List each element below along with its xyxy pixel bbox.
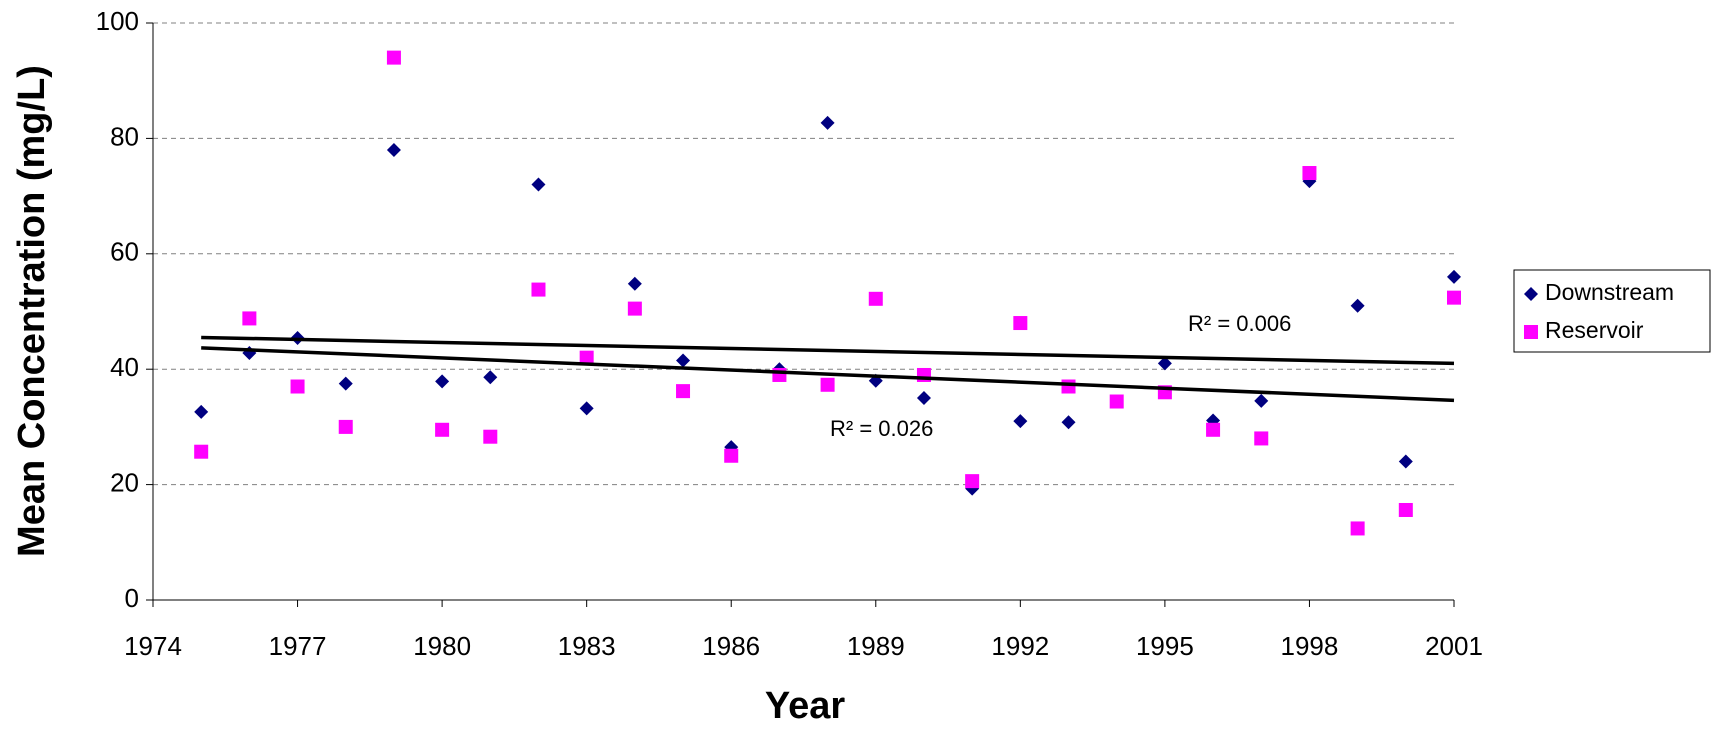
point [194, 404, 209, 419]
point [1350, 521, 1365, 536]
point [965, 474, 980, 489]
point [290, 379, 305, 394]
point [1302, 166, 1317, 181]
point [1061, 415, 1076, 430]
legend-marker [1524, 325, 1538, 339]
point [1109, 394, 1124, 409]
point [1254, 393, 1269, 408]
point [627, 301, 642, 316]
point [676, 384, 691, 399]
x-tick-label: 1974 [124, 631, 182, 661]
point [627, 276, 642, 291]
x-axis-title: Year [765, 685, 846, 727]
x-tick-label: 1983 [558, 631, 616, 661]
y-tick-label: 60 [110, 237, 139, 267]
trendline-label: R² = 0.006 [1188, 311, 1291, 336]
legend-marker [1524, 287, 1538, 301]
point [435, 422, 450, 437]
trendline [201, 346, 1455, 403]
point [338, 376, 353, 391]
point [1157, 356, 1172, 371]
point [676, 353, 691, 368]
point [1013, 414, 1028, 429]
x-tick-label: 1977 [269, 631, 327, 661]
point [579, 350, 594, 365]
point [724, 448, 739, 463]
point [242, 311, 257, 326]
point [194, 444, 209, 459]
point [868, 291, 883, 306]
trendline-label: R² = 0.026 [830, 416, 933, 441]
legend-label: Downstream [1545, 279, 1674, 305]
x-tick-label: 1989 [847, 631, 905, 661]
point [1447, 269, 1461, 284]
point [820, 115, 835, 130]
point [531, 282, 546, 297]
point [386, 50, 401, 65]
point [1254, 431, 1269, 446]
y-tick-label: 20 [110, 467, 139, 497]
x-tick-label: 1980 [413, 631, 471, 661]
y-tick-label: 0 [125, 583, 139, 613]
x-tick-label: 2001 [1425, 631, 1483, 661]
point [1350, 298, 1365, 313]
point [820, 377, 835, 392]
point [1061, 379, 1076, 394]
point [579, 401, 594, 416]
x-tick-label: 1998 [1281, 631, 1339, 661]
y-tick-label: 100 [96, 6, 139, 36]
point [1398, 502, 1413, 517]
trendline [201, 335, 1455, 366]
y-tick-label: 80 [110, 121, 139, 151]
point [1398, 454, 1413, 469]
y-axis-title: Mean Concentration (mg/L) [11, 65, 53, 557]
point [531, 177, 546, 192]
point [386, 142, 401, 157]
point [772, 367, 787, 382]
point [483, 429, 498, 444]
point [1013, 316, 1028, 331]
y-tick-label: 40 [110, 352, 139, 382]
x-tick-label: 1986 [702, 631, 760, 661]
point [338, 419, 353, 434]
x-tick-label: 1992 [991, 631, 1049, 661]
point [916, 391, 931, 406]
legend-box [1513, 269, 1711, 353]
point [483, 370, 498, 385]
point [1447, 290, 1461, 305]
point [435, 374, 450, 389]
point [1206, 422, 1221, 437]
x-tick-label: 1995 [1136, 631, 1194, 661]
legend-label: Reservoir [1545, 317, 1644, 343]
